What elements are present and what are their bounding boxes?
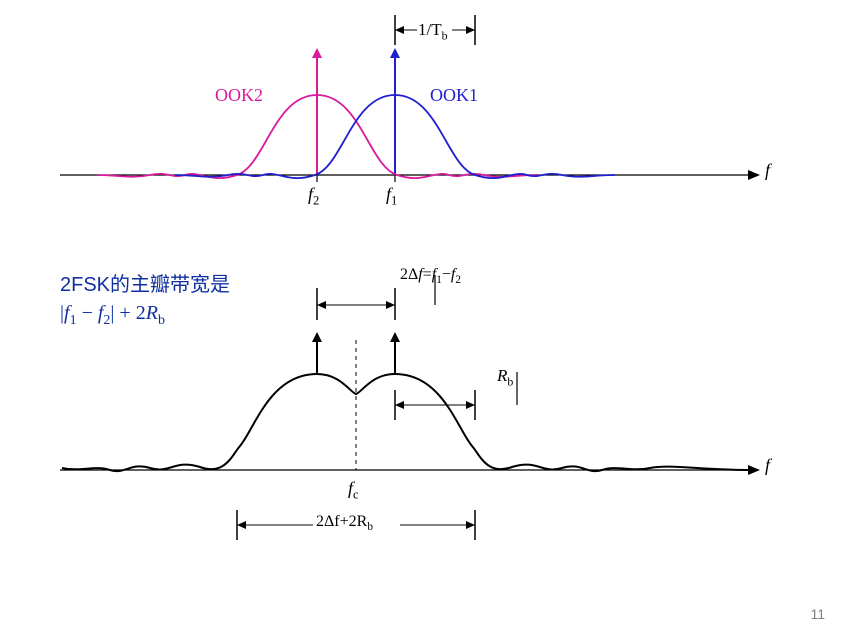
bot-f-axis-arrow xyxy=(748,465,760,475)
f2-tick-label: f2 xyxy=(308,184,319,209)
ook2-label: OOK2 xyxy=(215,85,263,106)
f1-dirac-arrowhead xyxy=(390,48,400,58)
top-f-axis-arrow xyxy=(748,170,760,180)
page-number: 11 xyxy=(810,606,825,622)
bot-f-axis-label: f xyxy=(765,455,770,476)
bot-dirac-2-head xyxy=(390,332,400,342)
rb-label: Rb xyxy=(497,366,513,389)
ook1-label: OOK1 xyxy=(430,85,478,106)
fsk-spectrum-curve xyxy=(62,374,748,471)
bot-dirac-1-head xyxy=(312,332,322,342)
tb-arrowhead-l xyxy=(395,26,404,34)
fsk-bandwidth-text-line1: 2FSK的主瓣带宽是 xyxy=(60,268,230,297)
one-over-tb-label: 1/Tb xyxy=(418,20,448,43)
f2-dirac-arrowhead xyxy=(312,48,322,58)
two-df-label: 2Δf=f1−f2 xyxy=(400,266,461,286)
tb-arrowhead-r xyxy=(466,26,475,34)
top-f-axis-label: f xyxy=(765,160,770,181)
fsk-bandwidth-text-line2: |f1 − f2| + 2Rb xyxy=(60,302,165,329)
fc-label: fc xyxy=(348,478,359,503)
f1-tick-label: f1 xyxy=(386,184,397,209)
bottom-bracket-label: 2Δf+2Rb xyxy=(316,513,373,533)
